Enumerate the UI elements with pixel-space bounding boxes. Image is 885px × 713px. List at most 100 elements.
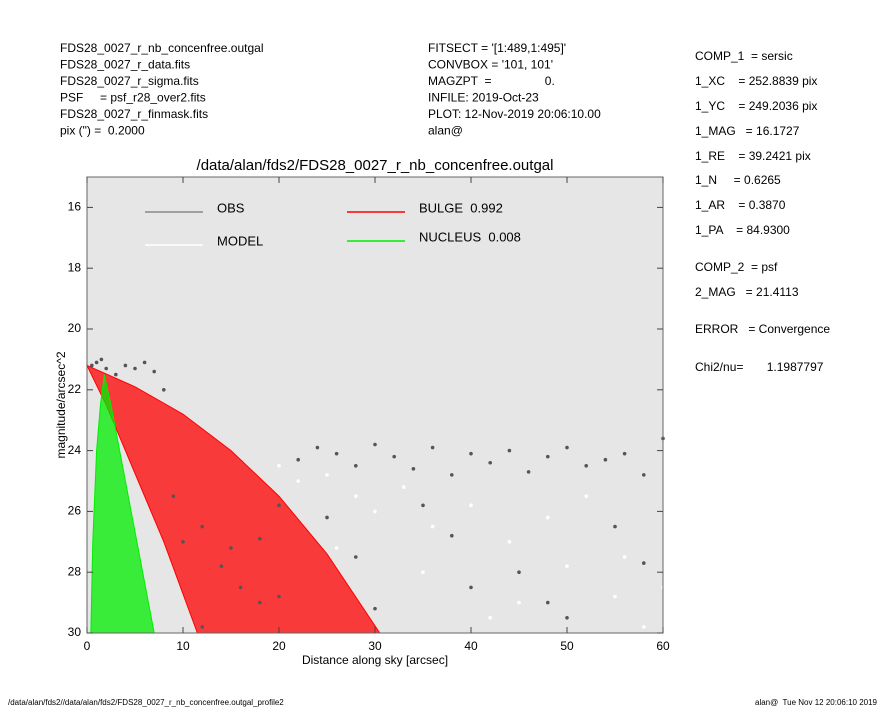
fit-parameter: 1_XC = 252.8839 pix (695, 74, 817, 88)
fit-parameter: 1_MAG = 16.1727 (695, 124, 800, 138)
fit-parameter: ERROR = Convergence (695, 322, 830, 336)
data-point (565, 445, 569, 450)
data-point (488, 616, 493, 620)
footer-right: alan@ Tue Nov 12 20:06:10 2019 (755, 698, 878, 707)
data-point (354, 555, 358, 559)
data-point (507, 540, 512, 544)
header-line: pix (") = 0.2000 (60, 124, 145, 138)
data-point (334, 546, 339, 550)
data-point (114, 372, 118, 377)
data-point (584, 464, 588, 468)
data-point (373, 509, 377, 514)
data-point (613, 524, 617, 529)
x-axis-label: Distance along sky [arcsec] (302, 653, 448, 667)
x-tick-label: 40 (464, 639, 478, 653)
x-tick-label: 60 (656, 639, 670, 653)
y-tick-label: 28 (68, 564, 82, 578)
data-point (565, 616, 569, 620)
data-point (469, 451, 473, 456)
data-point (584, 494, 588, 499)
header-line: CONVBOX = '101, 101' (428, 58, 553, 72)
data-point (296, 457, 301, 462)
data-point (90, 363, 94, 368)
data-point (277, 503, 281, 508)
fit-parameter: Chi2/nu= 1.1987797 (695, 360, 824, 374)
fit-parameter: COMP_1 = sersic (695, 49, 793, 63)
legend-label: OBS (217, 200, 245, 215)
data-point (546, 600, 550, 605)
data-point (142, 360, 147, 365)
header-line: alan@ (428, 124, 463, 138)
data-point (373, 442, 377, 447)
data-point (325, 515, 329, 520)
x-tick-label: 50 (560, 639, 574, 653)
header-line: FDS28_0027_r_finmask.fits (60, 107, 208, 121)
data-point (622, 555, 627, 559)
data-point (373, 606, 377, 611)
data-point (123, 363, 128, 368)
fit-parameter: 2_MAG = 21.4113 (695, 285, 799, 299)
data-point (613, 594, 617, 599)
data-point (171, 494, 176, 499)
legend-label: BULGE 0.992 (419, 200, 503, 215)
data-point (421, 570, 425, 574)
header-line: MAGZPT = 0. (428, 74, 555, 88)
data-point (354, 464, 358, 468)
x-tick-label: 10 (176, 639, 190, 653)
data-point (229, 546, 233, 550)
data-point (421, 503, 425, 508)
fit-parameter: COMP_2 = psf (695, 260, 778, 274)
data-point (507, 448, 512, 453)
data-point (219, 564, 224, 568)
data-point (430, 445, 435, 450)
data-point (642, 561, 646, 565)
data-point (325, 473, 329, 477)
data-point (642, 473, 646, 477)
data-point (603, 457, 608, 462)
data-point (526, 470, 531, 474)
fit-parameter: 1_N = 0.6265 (695, 173, 781, 187)
data-point (450, 473, 454, 477)
data-point (392, 454, 397, 459)
y-tick-label: 30 (68, 625, 82, 639)
x-tick-label: 20 (272, 639, 286, 653)
header-line: FDS28_0027_r_nb_concenfree.outgal (60, 41, 263, 55)
fit-parameter: 1_RE = 39.2421 pix (695, 149, 811, 163)
legend-label: MODEL (217, 233, 263, 248)
header-line: INFILE: 2019-Oct-23 (428, 91, 539, 105)
data-point (402, 485, 406, 489)
x-tick-label: 30 (368, 639, 382, 653)
data-point (99, 357, 104, 362)
data-point (104, 366, 108, 371)
data-point (411, 467, 416, 471)
y-tick-label: 20 (68, 321, 82, 335)
data-point (238, 585, 243, 590)
chart-title: /data/alan/fds2/FDS28_0027_r_nb_concenfr… (197, 157, 554, 174)
y-tick-label: 18 (68, 260, 82, 274)
data-point (517, 570, 521, 574)
data-point (277, 594, 281, 599)
data-point (469, 585, 473, 590)
data-point (430, 524, 435, 529)
footer-left: /data/alan/fds2//data/alan/fds2/FDS28_00… (8, 698, 284, 707)
data-point (354, 494, 358, 499)
header-line: FDS28_0027_r_sigma.fits (60, 74, 199, 88)
data-point (334, 451, 339, 456)
data-point (258, 600, 262, 605)
header-line: FITSECT = '[1:489,1:495]' (428, 41, 566, 55)
fit-parameter: 1_PA = 84.9300 (695, 223, 790, 237)
data-point (642, 625, 646, 629)
data-point (181, 540, 185, 544)
y-axis-label: magnitude/arcsec^2 (54, 351, 68, 458)
data-point (162, 388, 166, 392)
y-tick-label: 22 (68, 382, 82, 396)
data-point (517, 600, 521, 605)
data-point (152, 369, 156, 374)
header-line: PLOT: 12-Nov-2019 20:06:10.00 (428, 107, 601, 121)
y-tick-label: 16 (68, 200, 82, 214)
data-point (133, 366, 137, 371)
data-point (488, 460, 493, 465)
data-point (200, 524, 204, 529)
